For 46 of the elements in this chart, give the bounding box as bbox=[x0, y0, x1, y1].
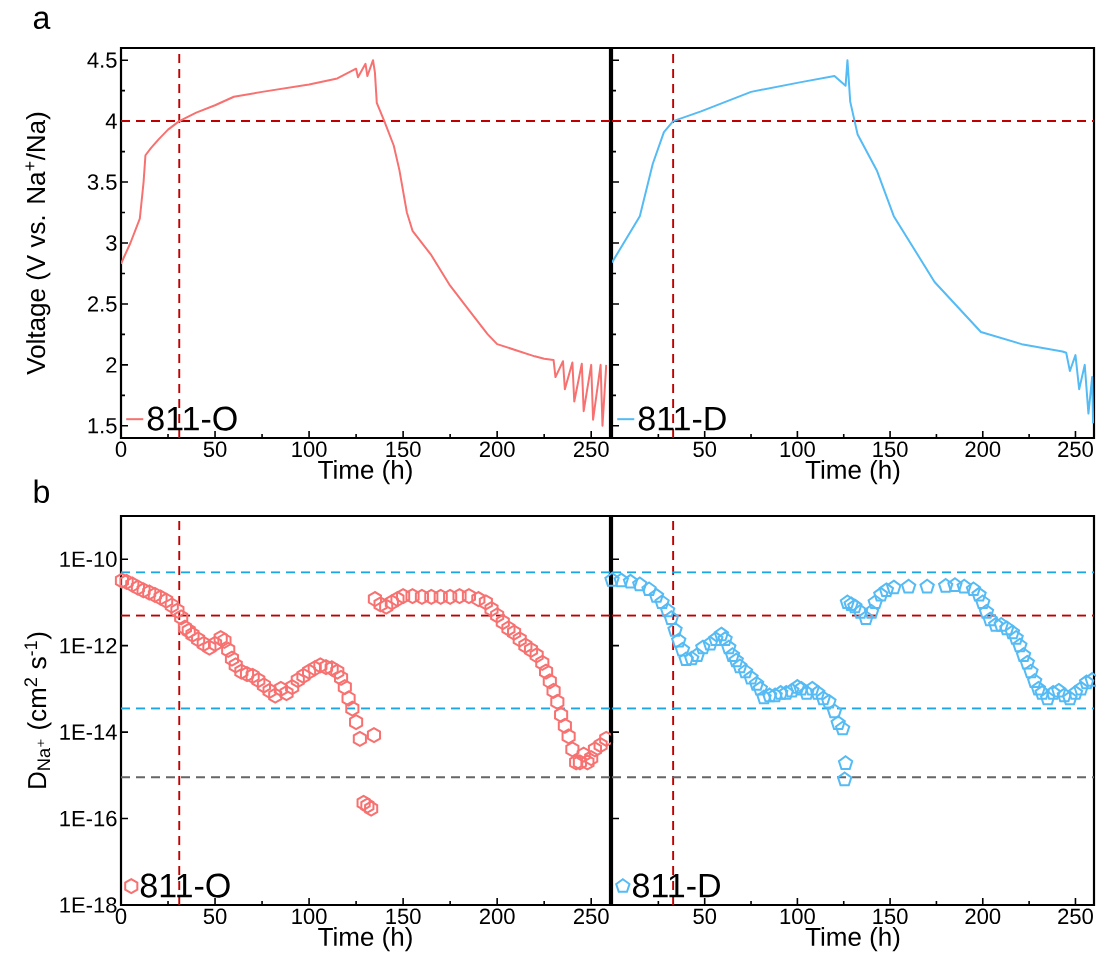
y-tick-label: 4.5 bbox=[87, 52, 117, 68]
x-tick-label: 200 bbox=[479, 908, 515, 925]
y-axis-title: Voltage (V vs. Na$^{+}$/Na) bbox=[25, 112, 51, 375]
y-tick-label: 1E-14 bbox=[60, 724, 117, 740]
x-tick-label: 50 bbox=[693, 908, 717, 925]
text: a bbox=[33, 11, 51, 30]
x-tick-label: 100 bbox=[292, 441, 327, 458]
y-axis-title: D$_{Na⁺}$ (cm$^{2}$ s$^{-1}$) bbox=[24, 632, 52, 788]
x-tick-label: 200 bbox=[965, 441, 1001, 458]
x-tick-label: 50 bbox=[203, 441, 227, 458]
x-tick-label: 250 bbox=[1058, 908, 1093, 925]
legend-label: 811-O bbox=[140, 873, 230, 898]
x-tick-label: 150 bbox=[873, 441, 908, 458]
x-tick-label: 100 bbox=[292, 908, 327, 925]
x-axis-title: Time (h) bbox=[318, 459, 412, 485]
y-tick-label: 1E-10 bbox=[60, 551, 117, 568]
y-tick-label: 1.5 bbox=[88, 418, 117, 434]
y-tick-label: 2.5 bbox=[88, 296, 117, 312]
x-axis-title: Time (h) bbox=[805, 926, 900, 952]
legend-label: 811-O bbox=[147, 406, 237, 431]
x-tick-label: 250 bbox=[573, 441, 609, 458]
x-tick-label: 200 bbox=[965, 908, 1001, 925]
x-axis-title: Time (h) bbox=[805, 459, 900, 485]
y-tick-label: 1E-12 bbox=[60, 637, 117, 654]
x-tick-label: 150 bbox=[873, 908, 908, 925]
x-tick-label: 100 bbox=[780, 908, 815, 925]
y-tick-label: 2 bbox=[106, 357, 117, 373]
x-tick-label: 0 bbox=[115, 441, 127, 458]
x-tick-label: 250 bbox=[1058, 441, 1093, 458]
y-tick-label: 3.5 bbox=[87, 174, 117, 190]
x-axis-title: Time (h) bbox=[318, 926, 412, 952]
x-tick-label: 250 bbox=[573, 908, 609, 925]
y-tick-label: 3 bbox=[106, 235, 117, 251]
y-tick-label: 1E-18 bbox=[60, 897, 117, 913]
text: b bbox=[34, 479, 49, 504]
y-tick-label: 1E-16 bbox=[60, 810, 117, 827]
legend-label: 811-D bbox=[632, 873, 720, 898]
x-tick-label: 50 bbox=[203, 908, 227, 925]
x-tick-label: 50 bbox=[693, 441, 717, 458]
x-tick-label: 100 bbox=[780, 441, 815, 458]
x-tick-label: 150 bbox=[386, 441, 421, 458]
x-tick-label: 0 bbox=[115, 908, 127, 925]
y-tick-label: 4 bbox=[105, 113, 117, 129]
x-tick-label: 200 bbox=[479, 441, 515, 458]
x-tick-label: 150 bbox=[386, 908, 421, 925]
legend-label: 811-D bbox=[638, 406, 726, 431]
